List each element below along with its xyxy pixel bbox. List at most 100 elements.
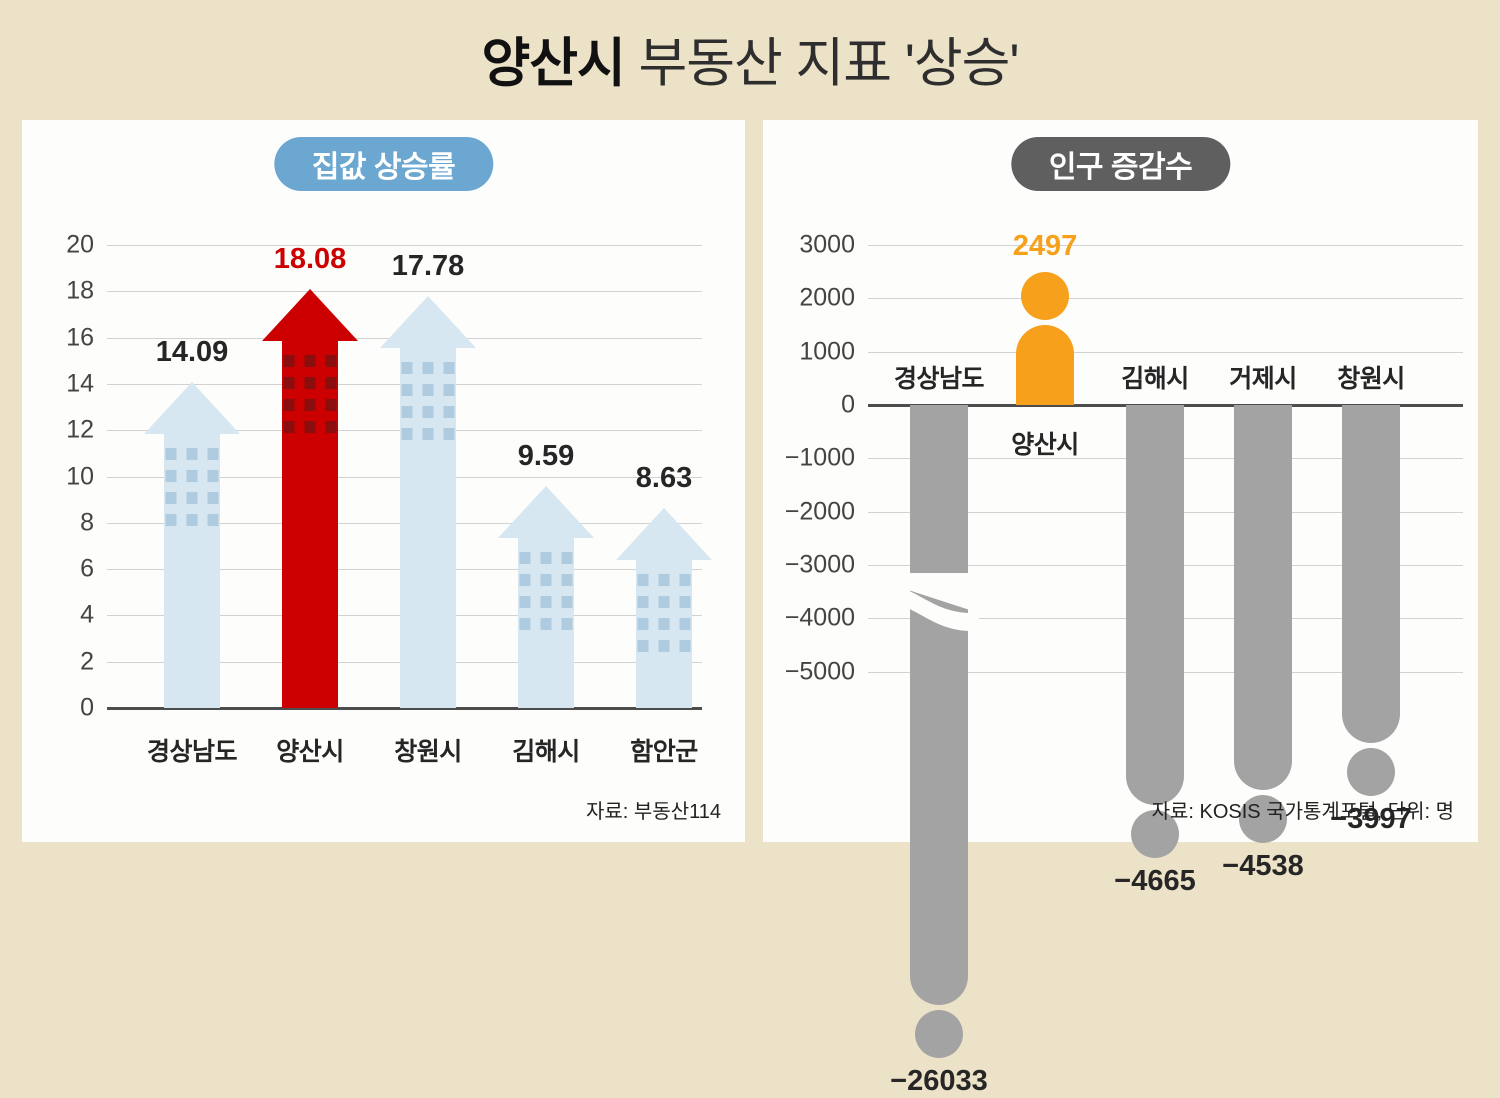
window-cell xyxy=(519,574,531,586)
population-change-chart: 3000 2000 1000 0 −1000 −2000 −3000 −4000 −5000 −2… xyxy=(763,120,1478,1097)
right-chart-panel: 인구 증감수 3000 2000 1000 0 −1000 −2000 −3000 −4000… xyxy=(763,120,1478,1097)
x-axis-label-거제시: 거제시 xyxy=(1229,365,1297,393)
bar-경상남도 xyxy=(899,405,979,1058)
left-panel-title-pill: 집값 상승률 xyxy=(273,137,494,191)
window-cell xyxy=(304,399,316,412)
bar-value-label: −26033 xyxy=(890,1065,988,1097)
right-panel-title-pill: 인구 증감수 xyxy=(1010,137,1231,191)
y-axis-tick-label: −1000 xyxy=(784,443,855,472)
window-cell xyxy=(443,406,455,419)
window-cell xyxy=(165,491,177,504)
window-cell xyxy=(186,491,198,504)
window-cell xyxy=(679,596,691,609)
window-cell xyxy=(443,384,455,397)
y-axis-tick-label: 12 xyxy=(66,415,94,444)
window-cell xyxy=(401,406,413,419)
window-cell xyxy=(207,491,219,504)
x-axis-label-함안군: 함안군 xyxy=(630,738,698,766)
bar-windows xyxy=(637,574,691,653)
gridline xyxy=(107,245,702,246)
bar-value-label: 9.59 xyxy=(517,439,575,472)
bar-windows xyxy=(519,552,573,630)
y-axis-tick-label: −2000 xyxy=(784,497,855,526)
window-cell xyxy=(679,640,691,653)
y-axis-tick-label: −5000 xyxy=(784,657,855,686)
right-panel-source: 자료: KOSIS 국가통계포털, 단위: 명 xyxy=(1151,801,1454,823)
window-cell xyxy=(540,618,552,630)
y-axis-tick-label: 16 xyxy=(66,323,94,352)
page-title: 양산시 부동산 지표 '상승' xyxy=(0,0,1500,118)
window-cell xyxy=(422,362,434,375)
window-cell xyxy=(679,618,691,631)
window-cell xyxy=(658,596,670,609)
y-axis-tick-label: 6 xyxy=(80,554,94,583)
bar-함안군 xyxy=(616,508,712,708)
left-panel-title-label: 집값 상승률 xyxy=(311,151,456,184)
page-title-rest: 부동산 지표 '상승' xyxy=(624,34,1019,93)
bar-김해시 xyxy=(1115,405,1195,858)
window-cell xyxy=(165,469,177,482)
window-cell xyxy=(443,362,455,375)
x-axis-label-김해시: 김해시 xyxy=(1121,365,1189,393)
window-cell xyxy=(443,428,455,441)
bar-창원시 xyxy=(380,296,476,708)
right-panel-title-label: 인구 증감수 xyxy=(1048,151,1193,184)
person-body xyxy=(1342,405,1400,743)
bar-arrow-head xyxy=(144,381,240,434)
window-cell xyxy=(540,596,552,608)
window-cell xyxy=(519,552,531,564)
window-cell xyxy=(401,362,413,375)
left-chart-panel: 집값 상승률 0 2 4 6 8 10 12 14 16 18 20 14.09 경상남도 18.08 양산… xyxy=(22,120,745,842)
person-body xyxy=(1016,324,1074,405)
y-axis-tick-label: 4 xyxy=(80,600,94,629)
y-axis-tick-label: 1000 xyxy=(799,337,855,366)
window-cell xyxy=(401,428,413,441)
person-head-icon xyxy=(1021,271,1069,320)
person-body xyxy=(910,405,968,1005)
bar-경상남도 xyxy=(144,381,240,708)
gridline xyxy=(868,245,1463,246)
y-axis-tick-label: 2 xyxy=(80,647,94,676)
window-cell xyxy=(283,399,295,412)
left-panel-source: 자료: 부동산114 xyxy=(586,801,721,823)
window-cell xyxy=(207,469,219,482)
y-axis-tick-label: 14 xyxy=(66,369,94,398)
gridline xyxy=(868,351,1463,353)
window-cell xyxy=(325,377,337,390)
bar-value-label: 2497 xyxy=(1012,229,1078,262)
x-axis-label-창원시: 창원시 xyxy=(394,738,462,766)
bar-양산시 xyxy=(262,289,358,708)
window-cell xyxy=(637,596,649,609)
y-axis-tick-label: 3000 xyxy=(799,230,855,259)
window-cell xyxy=(207,513,219,526)
y-axis-tick-label: 2000 xyxy=(799,283,855,312)
window-cell xyxy=(283,421,295,434)
window-cell xyxy=(325,355,337,368)
window-cell xyxy=(519,596,531,608)
window-cell xyxy=(519,618,531,630)
y-axis-tick-label: 0 xyxy=(80,693,94,722)
window-cell xyxy=(165,513,177,526)
window-cell xyxy=(165,447,177,460)
window-cell xyxy=(325,421,337,434)
x-axis-label-창원시: 창원시 xyxy=(1337,365,1405,393)
person-body xyxy=(1126,405,1184,805)
y-axis-tick-label: 8 xyxy=(80,508,94,537)
bar-창원시 xyxy=(1331,405,1411,796)
window-cell xyxy=(422,384,434,397)
bar-value-label: 18.08 xyxy=(273,243,347,276)
window-cell xyxy=(283,355,295,368)
bar-arrow-head xyxy=(262,289,358,342)
window-cell xyxy=(304,377,316,390)
window-cell xyxy=(561,618,573,630)
x-axis-label-김해시: 김해시 xyxy=(512,738,580,766)
y-axis-tick-label: 18 xyxy=(66,276,94,305)
window-cell xyxy=(561,596,573,608)
x-axis-line xyxy=(107,707,702,710)
window-cell xyxy=(540,552,552,564)
gridline xyxy=(107,291,702,293)
bar-거제시 xyxy=(1223,405,1303,843)
window-cell xyxy=(422,428,434,441)
window-cell xyxy=(186,447,198,460)
bar-김해시 xyxy=(498,486,594,708)
